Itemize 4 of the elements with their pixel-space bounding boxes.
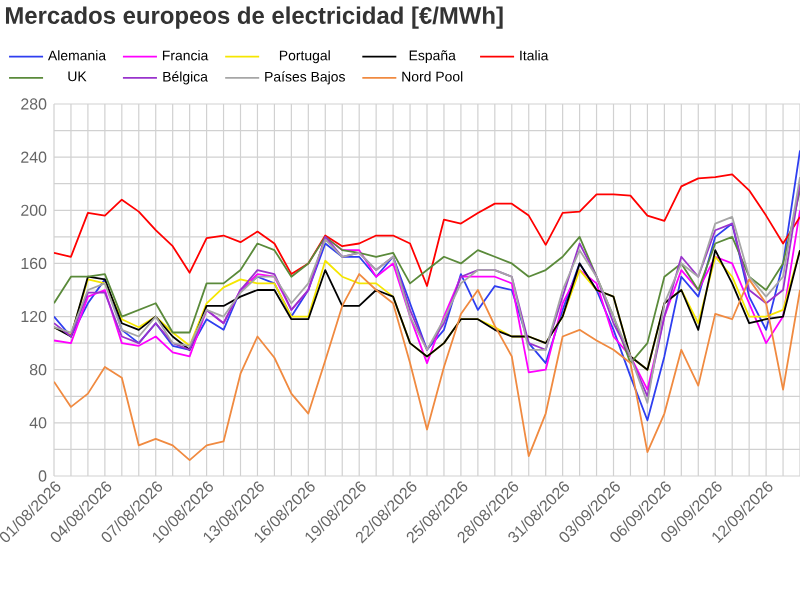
- chart-title: Mercados europeos de electricidad [€/MWh]: [5, 6, 503, 29]
- line-series: [54, 273, 800, 461]
- line-series: [54, 249, 800, 371]
- line-series: [54, 173, 800, 287]
